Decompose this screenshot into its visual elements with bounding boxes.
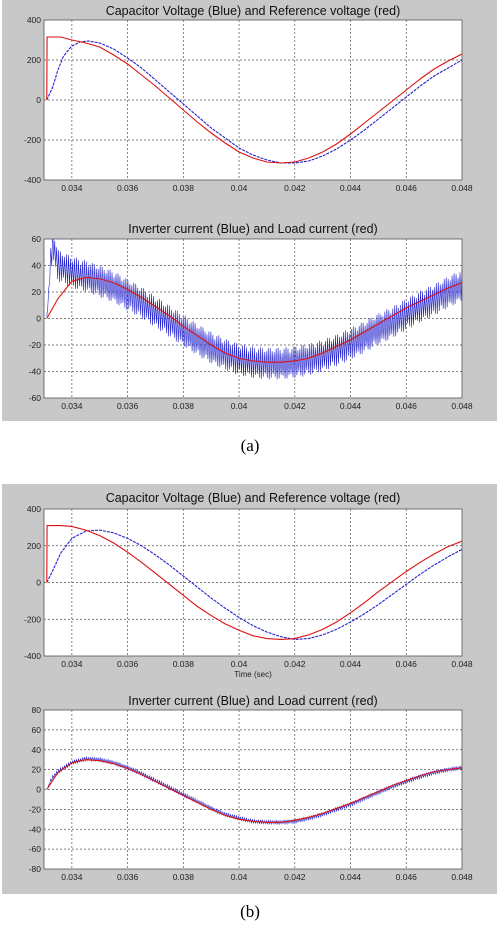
x-tick-label: 0.038 [173,401,195,411]
y-tick-label: 60 [32,725,42,735]
x-tick-label: 0.048 [451,183,473,193]
y-tick-label: 0 [36,785,41,795]
y-tick-label: 0 [36,314,41,324]
y-tick-label: -60 [29,844,42,854]
x-axis-label: Time (sec) [234,670,272,679]
x-tick-label: 0.046 [396,659,418,669]
series-line-blue [46,529,462,641]
y-tick-label: -80 [29,864,42,874]
series-line-blue [46,755,462,826]
y-tick-label: 0 [36,95,41,105]
y-tick-label: -60 [29,393,42,403]
x-tick-label: 0.036 [117,401,139,411]
figure-panel-b: Capacitor Voltage (Blue) and Reference v… [2,484,497,894]
x-tick-label: 0.042 [284,659,306,669]
y-tick-label: 200 [27,541,41,551]
y-tick-label: 60 [32,234,42,244]
y-tick-label: -40 [29,824,42,834]
chart-a-bottom: Inverter current (Blue) and Load current… [29,222,473,411]
y-tick-label: 80 [32,705,42,715]
caption-a: (a) [240,436,260,455]
series-line-blue [46,40,462,164]
chart-title: Inverter current (Blue) and Load current… [128,222,377,236]
y-tick-label: 400 [27,504,41,514]
chart-b-top: Capacitor Voltage (Blue) and Reference v… [24,491,473,679]
x-tick-label: 0.038 [173,659,195,669]
x-tick-label: 0.044 [340,659,362,669]
x-tick-label: 0.034 [61,183,83,193]
x-tick-label: 0.042 [284,183,306,193]
figure-panel-a: Capacitor Voltage (Blue) and Reference v… [2,0,497,421]
chart-title: Inverter current (Blue) and Load current… [128,694,377,708]
x-tick-label: 0.034 [61,872,83,882]
x-tick-label: 0.046 [396,401,418,411]
y-tick-label: 400 [27,15,41,25]
chart-title: Capacitor Voltage (Blue) and Reference v… [106,4,401,18]
series-line-red [46,36,462,164]
x-tick-label: 0.046 [396,872,418,882]
y-tick-label: 0 [36,578,41,588]
series-line-red [46,276,462,363]
x-tick-label: 0.048 [451,872,473,882]
x-tick-label: 0.042 [284,872,306,882]
x-tick-label: 0.04 [231,872,248,882]
x-tick-label: 0.034 [61,659,83,669]
chart-b-bottom: Inverter current (Blue) and Load current… [29,694,473,882]
y-tick-label: 20 [32,287,42,297]
x-tick-label: 0.048 [451,659,473,669]
x-tick-label: 0.034 [61,401,83,411]
y-tick-label: -40 [29,367,42,377]
x-tick-label: 0.04 [231,401,248,411]
y-tick-label: -20 [29,804,42,814]
y-tick-label: -200 [24,614,41,624]
y-tick-label: -200 [24,135,41,145]
x-tick-label: 0.036 [117,183,139,193]
x-tick-label: 0.04 [231,659,248,669]
series-line-red [46,759,462,823]
x-tick-label: 0.044 [340,872,362,882]
series-line-blue [46,239,462,380]
x-tick-label: 0.044 [340,401,362,411]
y-tick-label: 40 [32,261,42,271]
x-tick-label: 0.038 [173,872,195,882]
y-tick-label: -20 [29,340,42,350]
series-line-red [46,524,462,641]
x-tick-label: 0.044 [340,183,362,193]
x-tick-label: 0.036 [117,872,139,882]
y-tick-label: 40 [32,745,42,755]
chart-title: Capacitor Voltage (Blue) and Reference v… [106,491,401,505]
x-tick-label: 0.046 [396,183,418,193]
chart-a-top: Capacitor Voltage (Blue) and Reference v… [24,4,473,193]
x-tick-label: 0.04 [231,183,248,193]
x-tick-label: 0.038 [173,183,195,193]
y-tick-label: 20 [32,765,42,775]
x-tick-label: 0.048 [451,401,473,411]
x-tick-label: 0.042 [284,401,306,411]
y-tick-label: -400 [24,175,41,185]
caption-b: (b) [240,902,260,921]
y-tick-label: 200 [27,55,41,65]
y-tick-label: -400 [24,651,41,661]
x-tick-label: 0.036 [117,659,139,669]
